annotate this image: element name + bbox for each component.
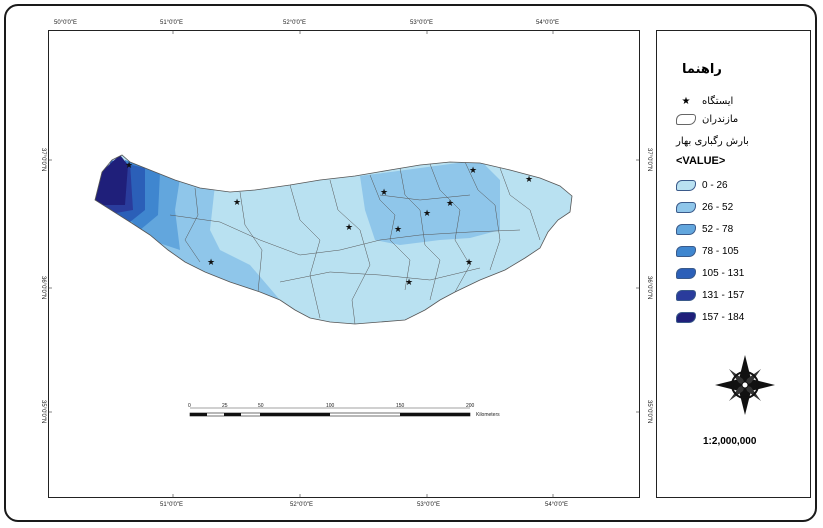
legend-class-label: 0 - 26 — [702, 180, 728, 191]
lon-tick-top: 51°0'0"E — [160, 20, 184, 26]
legend-swatch — [676, 180, 696, 191]
legend-swatch — [676, 246, 696, 257]
station-icon: ★ — [345, 223, 353, 233]
lon-tick-bottom: 51°0'0"E — [160, 502, 184, 508]
station-icon: ★ — [207, 258, 215, 268]
station-icon: ★ — [525, 175, 533, 185]
legend-class-row: 131 - 157 — [676, 290, 744, 301]
county-boundaries — [169, 161, 541, 324]
legend-swatch — [676, 312, 696, 323]
scalebar-unit: Kilometers — [476, 412, 500, 418]
legend-class-label: 26 - 52 — [702, 202, 734, 213]
scalebar-label: 0 — [188, 403, 191, 409]
legend-value-label: <VALUE> — [676, 155, 726, 167]
legend-heading: بارش رگباری بهار — [676, 136, 749, 147]
scalebar-label: 50 — [258, 403, 264, 409]
station-icon: ★ — [681, 96, 691, 107]
legend-frame — [656, 30, 811, 498]
lon-tick-bottom: 52°0'0"E — [290, 502, 314, 508]
legend-station: ★ ایستگاه — [676, 96, 734, 107]
scale-bar — [189, 407, 471, 417]
legend-class-label: 131 - 157 — [702, 290, 745, 301]
legend-class-row: 105 - 131 — [676, 268, 744, 279]
station-icon: ★ — [446, 199, 454, 209]
province-outline — [94, 154, 573, 325]
map-frame — [48, 30, 640, 498]
legend-class-row: 0 - 26 — [676, 180, 728, 191]
legend-class-row: 78 - 105 — [676, 246, 739, 257]
legend-province: مازندران — [676, 114, 738, 125]
lon-tick-bottom: 53°0'0"E — [417, 502, 441, 508]
legend-swatch — [676, 202, 696, 213]
scalebar-label: 100 — [326, 403, 335, 409]
legend-class-row: 157 - 184 — [676, 312, 744, 323]
station-icon: ★ — [405, 278, 413, 288]
legend-class-label: 157 - 184 — [702, 312, 745, 323]
map-scale: 1:2,000,000 — [703, 436, 757, 447]
lon-tick-top: 53°0'0"E — [410, 20, 434, 26]
graticule-ticks — [48, 30, 640, 498]
legend-station-label: ایستگاه — [702, 96, 734, 107]
lon-tick-top: 54°0'0"E — [536, 20, 560, 26]
station-icon: ★ — [394, 225, 402, 235]
legend-class-label: 52 - 78 — [702, 224, 734, 235]
legend-title: راهنما — [682, 62, 722, 77]
legend-class-label: 78 - 105 — [702, 246, 739, 257]
scalebar-label: 25 — [222, 403, 228, 409]
legend-class-row: 52 - 78 — [676, 224, 733, 235]
north-arrow-icon — [715, 355, 775, 415]
station-icon: ★ — [380, 188, 388, 198]
lon-tick-top: 50°0'0"E — [54, 20, 78, 26]
scalebar-label: 200 — [466, 403, 475, 409]
station-icon: ★ — [469, 166, 477, 176]
scalebar-label: 150 — [396, 403, 405, 409]
rainfall-surface — [95, 155, 572, 324]
lon-tick-bottom: 54°0'0"E — [545, 502, 569, 508]
legend-province-label: مازندران — [702, 114, 739, 125]
legend-swatch — [676, 268, 696, 279]
station-icon: ★ — [465, 258, 473, 268]
station-icon: ★ — [125, 161, 133, 171]
legend-class-row: 26 - 52 — [676, 202, 733, 213]
province-outline-icon — [676, 114, 696, 125]
legend-class-label: 105 - 131 — [702, 268, 745, 279]
legend-swatch — [676, 224, 696, 235]
station-icon: ★ — [423, 209, 431, 219]
lon-tick-top: 52°0'0"E — [283, 20, 307, 26]
legend-swatch — [676, 290, 696, 301]
station-icon: ★ — [233, 198, 241, 208]
station-markers: ★ ★ ★ ★ ★ ★ ★ ★ ★ ★ ★ ★ — [125, 161, 533, 288]
outer-frame — [4, 4, 817, 522]
